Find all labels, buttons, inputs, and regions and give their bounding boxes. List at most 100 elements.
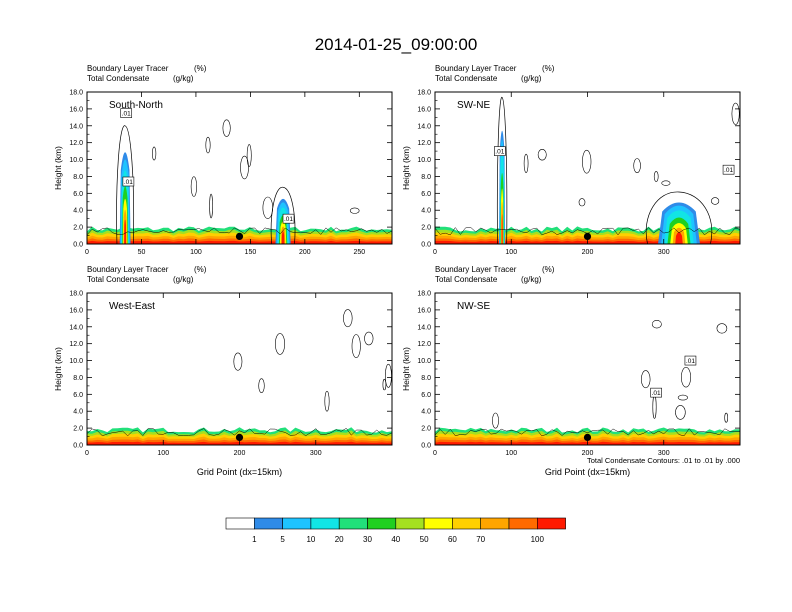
condensate-contour [209, 193, 213, 219]
y-tick-label: 10.0 [69, 358, 83, 365]
colorbar-segment-10 [480, 517, 510, 530]
colorbar-segment-3 [282, 517, 312, 530]
y-tick-label: 10.0 [417, 358, 431, 365]
y-tick-label: 6.0 [73, 191, 83, 198]
y-tick-label: 8.0 [421, 375, 431, 382]
plume-2-layer-7 [675, 232, 683, 244]
condensate-contour [640, 370, 651, 389]
condensate-contour [724, 412, 729, 423]
y-tick-label: 2.0 [73, 225, 83, 232]
y-tick-label: 0.0 [421, 242, 431, 249]
subtitle-tracer: Boundary Layer Tracer [435, 64, 517, 73]
y-tick-label: 4.0 [73, 208, 83, 215]
condensate-contour [652, 395, 657, 419]
condensate-contour [240, 155, 249, 180]
panel-1: .01 .01 .01 0.0 2.0 4.0 6.0 8.0 10.0 12.0 14.0 16.0… [53, 64, 393, 256]
plume-contour-1 [116, 125, 135, 244]
condensate-contour [661, 180, 671, 186]
contour-label: .01 [686, 358, 695, 365]
colorbar-label: 100 [531, 535, 545, 544]
condensate-contour [384, 363, 392, 388]
contour-label: .01 [122, 111, 131, 118]
plot-area [87, 309, 392, 445]
tracer-band-6 [87, 240, 392, 244]
panel-label: NW-SE [457, 301, 490, 312]
y-tick-label: 8.0 [421, 174, 431, 181]
panel-4: .01 .01 0.0 2.0 4.0 6.0 8.0 10.0 12.0 14.0 16.0 18.… [401, 265, 741, 477]
condensate-contour [324, 390, 330, 412]
x-tick-label: 300 [658, 450, 670, 457]
contour-label-box [120, 108, 133, 118]
condensate-contour [680, 367, 691, 388]
y-tick-label: 2.0 [421, 426, 431, 433]
subtitle-condensate: Total Condensate [435, 74, 498, 83]
colorbar-segment-1 [225, 517, 255, 530]
colorbar-segment-6 [367, 517, 397, 530]
y-tick-label: 12.0 [69, 140, 83, 147]
condensate-contour [258, 378, 265, 394]
colorbar-segment-7 [395, 517, 425, 530]
contour-label-box [282, 213, 295, 224]
y-tick-label: 16.0 [69, 106, 83, 113]
x-tick-label: 200 [582, 450, 594, 457]
y-axis-label: Height (km) [401, 347, 411, 391]
y-tick-label: 6.0 [73, 392, 83, 399]
x-tick-label: 250 [353, 249, 365, 256]
colorbar-segment-11 [508, 517, 538, 530]
location-marker [235, 433, 244, 441]
y-tick-label: 8.0 [73, 174, 83, 181]
condensate-contour [731, 102, 740, 125]
y-tick-label: 12.0 [417, 341, 431, 348]
y-tick-label: 6.0 [421, 392, 431, 399]
location-marker [583, 232, 592, 240]
colorbar-label: 10 [306, 535, 315, 544]
contour-footnote: Total Condensate Contours: .01 to .01 by… [587, 456, 740, 465]
condensate-contour [537, 149, 547, 161]
plot-frame [86, 292, 393, 446]
y-tick-label: 4.0 [73, 409, 83, 416]
y-tick-label: 14.0 [69, 123, 83, 130]
subtitle-condensate: Total Condensate [435, 275, 498, 284]
condensate-contour [651, 320, 662, 329]
y-tick-label: 18.0 [417, 90, 431, 97]
subtitle-condensate: Total Condensate [87, 74, 150, 83]
condensate-contour [492, 412, 499, 429]
x-tick-label: 50 [138, 249, 146, 256]
x-tick-label: 200 [582, 249, 594, 256]
y-tick-label: 16.0 [69, 307, 83, 314]
subtitle-condensate-unit: (g/kg) [521, 74, 542, 83]
condensate-contour [710, 197, 720, 205]
panel-label: West-East [109, 301, 155, 312]
x-tick-label: 200 [234, 450, 246, 457]
plume-contour-2 [645, 191, 713, 244]
colorbar-label: 40 [391, 535, 400, 544]
y-tick-label: 2.0 [421, 225, 431, 232]
subtitle-condensate-unit: (g/kg) [173, 74, 194, 83]
y-tick-label: 12.0 [417, 140, 431, 147]
x-tick-label: 300 [658, 249, 670, 256]
y-tick-label: 0.0 [73, 242, 83, 249]
panel-2: .01 .01 0.0 2.0 4.0 6.0 8.0 10.0 12.0 14.0 16.0 18.… [401, 64, 741, 256]
condensate-contour [523, 153, 529, 173]
condensate-contour [716, 323, 728, 334]
contour-label-box [650, 387, 662, 398]
x-tick-label: 0 [433, 249, 437, 256]
plot-frame [434, 292, 741, 446]
plume-contour-1 [496, 97, 508, 244]
subtitle-tracer-unit: (%) [194, 265, 207, 274]
y-tick-label: 6.0 [421, 191, 431, 198]
y-tick-label: 12.0 [69, 341, 83, 348]
condensate-contour [205, 136, 211, 154]
plume-contour-2 [270, 186, 296, 244]
colorbar-segment-2 [254, 517, 283, 530]
y-tick-label: 16.0 [417, 307, 431, 314]
x-tick-label: 100 [505, 249, 517, 256]
condensate-contour [246, 144, 252, 167]
colorbar-label: 70 [476, 535, 485, 544]
plot-area: .01 .01 .01 [87, 108, 392, 244]
x-tick-label: 100 [505, 450, 517, 457]
low-level-contour [435, 428, 740, 437]
condensate-contour [677, 394, 689, 401]
colorbar-label: 50 [420, 535, 429, 544]
